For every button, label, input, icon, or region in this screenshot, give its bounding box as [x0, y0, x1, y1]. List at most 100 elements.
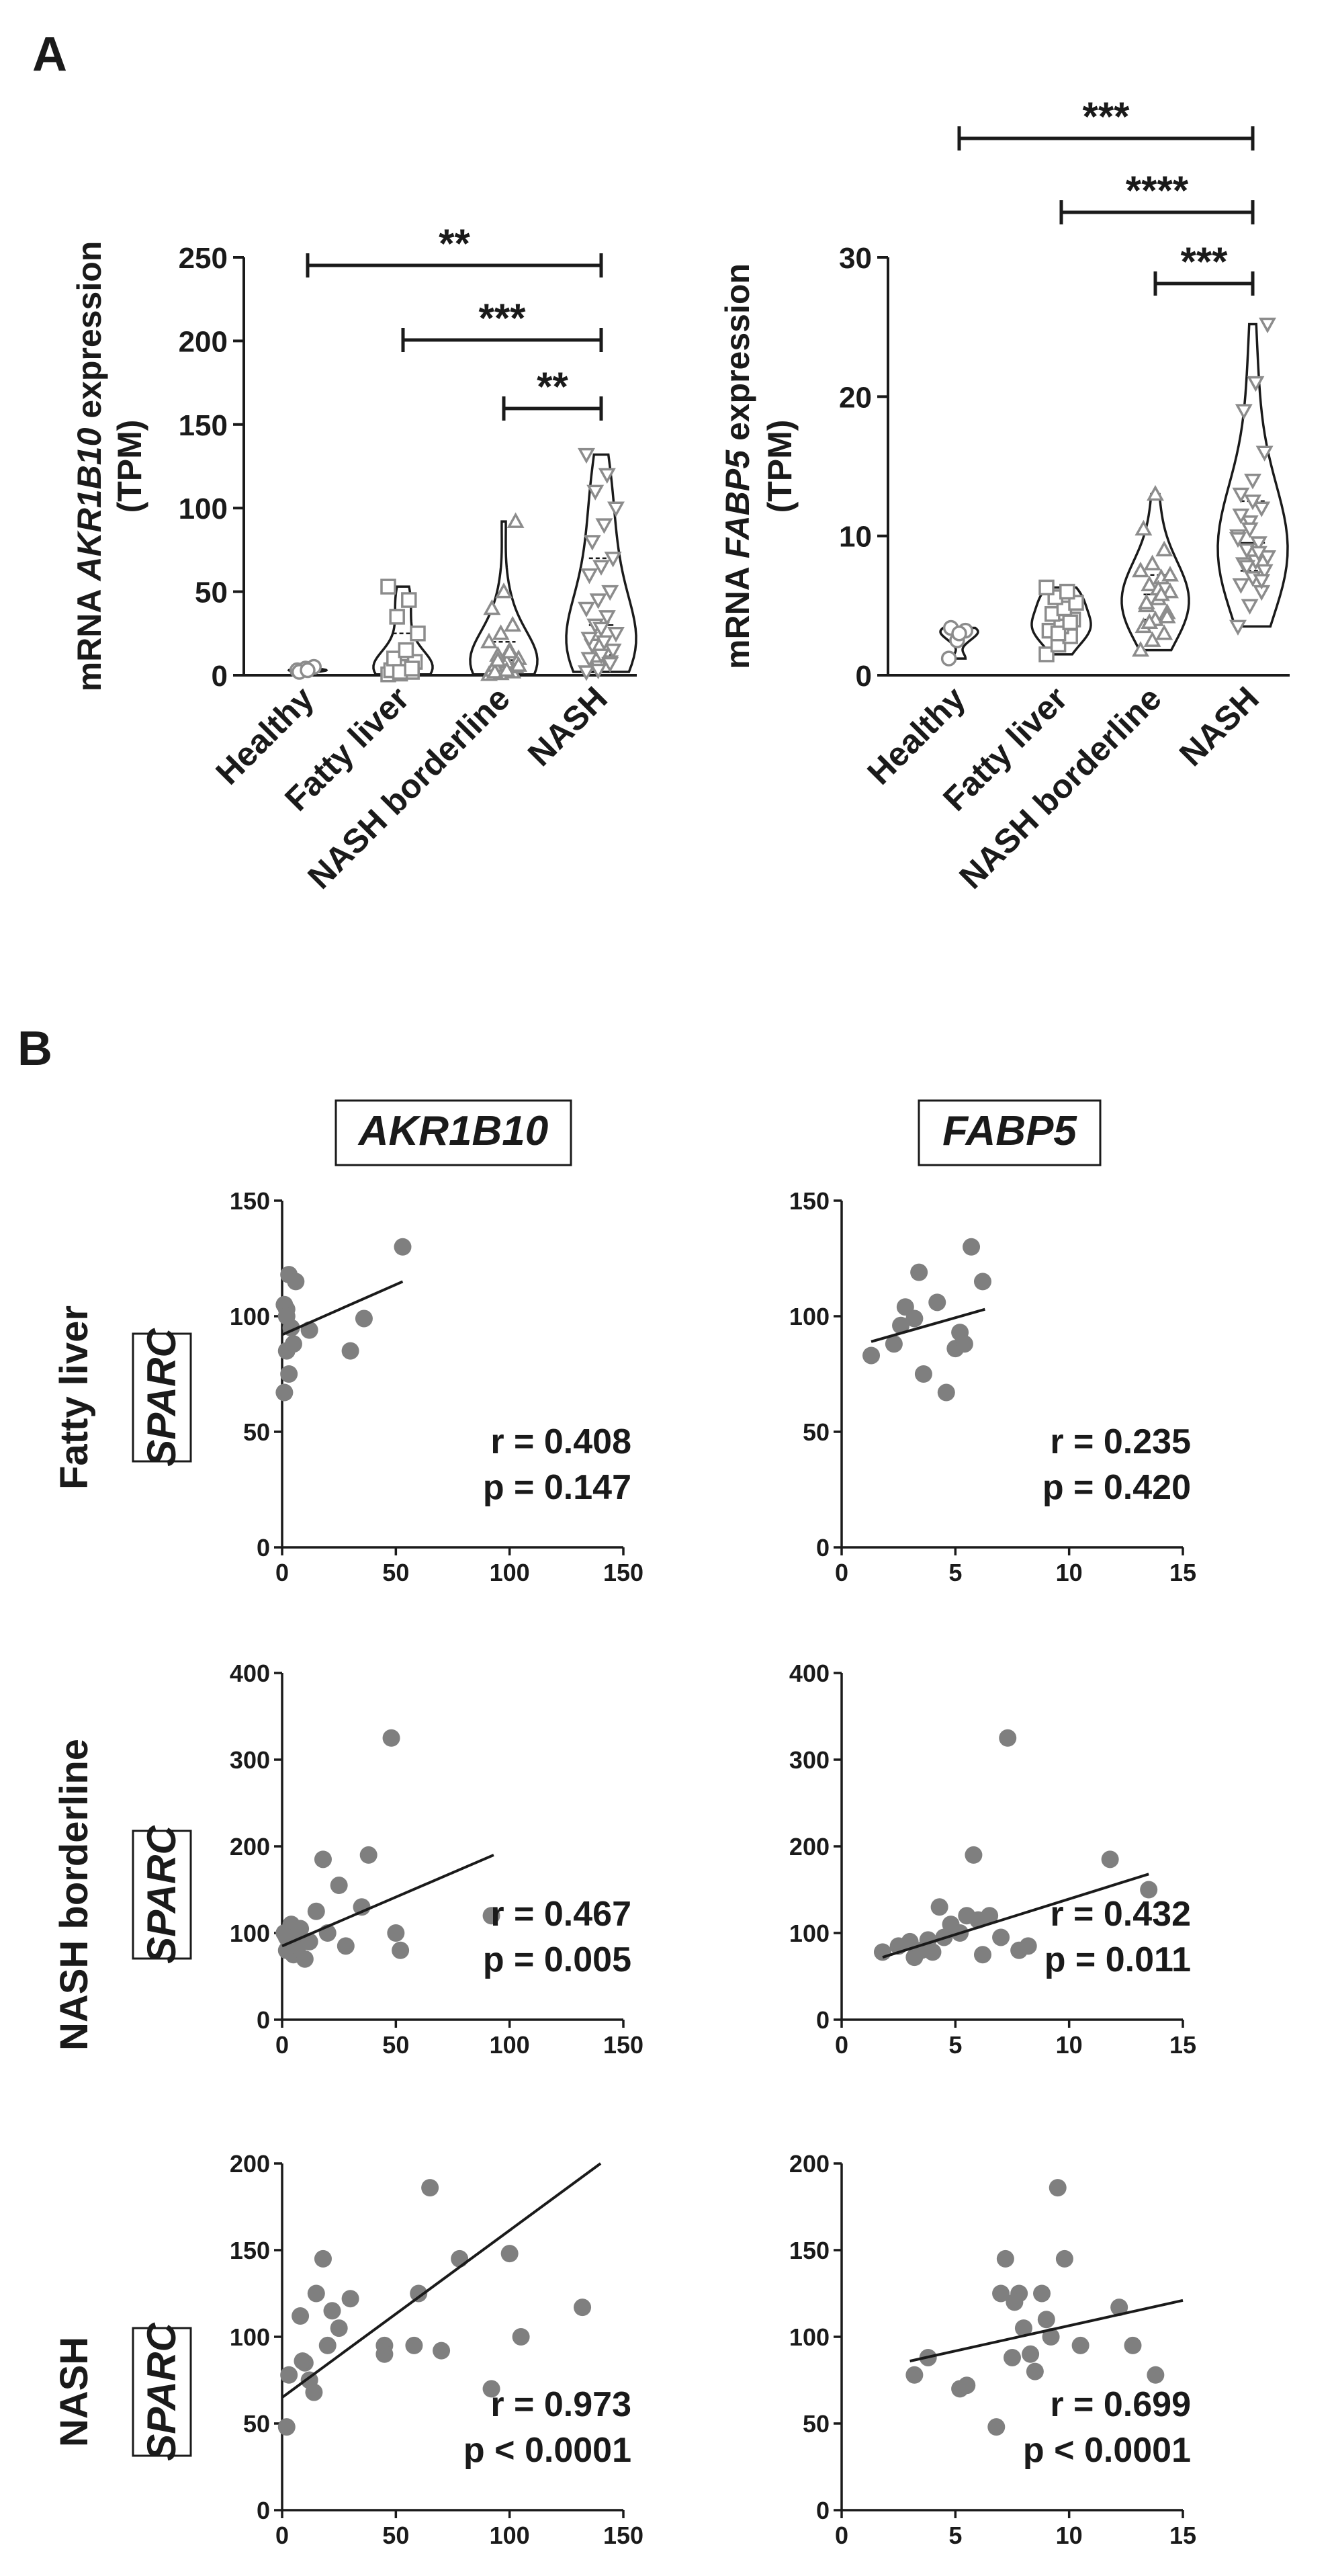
- y-tick-label: 400: [230, 1660, 270, 1687]
- category-label: NASH: [1172, 679, 1266, 773]
- data-point: [1146, 557, 1159, 569]
- data-point: [405, 662, 418, 675]
- data-point: [394, 1238, 411, 1256]
- y-axis-label-suffix: expression: [71, 241, 108, 428]
- akr1b10-violin-chart: 050100150200250mRNA AKR1B10 expression(T…: [71, 221, 637, 896]
- data-point: [275, 1384, 293, 1402]
- data-point: [451, 2250, 468, 2268]
- data-point: [1072, 2337, 1090, 2354]
- y-tick-label: 0: [257, 2006, 270, 2034]
- data-point: [1157, 627, 1171, 639]
- data-point: [952, 627, 966, 640]
- row-label: Fatty liver: [52, 1305, 96, 1490]
- x-tick-label: 0: [275, 2031, 289, 2059]
- data-point: [924, 1943, 941, 1961]
- y-tick-label: 50: [803, 1418, 830, 1446]
- data-point: [485, 601, 498, 613]
- data-point: [360, 1846, 377, 1864]
- data-point: [1063, 615, 1077, 629]
- y-tick-label: 250: [179, 242, 228, 275]
- y-axis-label-prefix: mRNA: [71, 581, 108, 691]
- row-gene-label: SPARC: [139, 1825, 184, 1964]
- data-point: [337, 1937, 355, 1955]
- data-point: [1163, 568, 1177, 581]
- p-value-label: p < 0.0001: [463, 2431, 631, 2470]
- data-point: [938, 1384, 955, 1402]
- y-tick-label: 200: [789, 1833, 830, 1860]
- data-point: [586, 536, 599, 548]
- data-point: [330, 1877, 348, 1894]
- data-point: [1033, 2285, 1051, 2303]
- data-point: [301, 664, 314, 677]
- data-point: [494, 627, 508, 639]
- x-tick-label: 0: [275, 1559, 289, 1586]
- data-point: [506, 618, 519, 630]
- data-point: [1237, 405, 1251, 417]
- data-point: [1026, 2363, 1044, 2380]
- row-gene-label: SPARC: [139, 1328, 184, 1467]
- y-tick-label: 300: [230, 1746, 270, 1774]
- data-point: [582, 570, 596, 582]
- figure-canvas: 050100150200250mRNA AKR1B10 expression(T…: [0, 0, 1334, 2576]
- data-point: [375, 2346, 393, 2363]
- y-tick-label: 100: [789, 1303, 830, 1330]
- data-point: [1261, 319, 1274, 331]
- x-tick-label: 5: [948, 2031, 962, 2059]
- data-point: [588, 486, 602, 498]
- data-point: [1255, 503, 1268, 515]
- y-axis-label: mRNA AKR1B10 expression: [71, 241, 108, 692]
- data-point: [308, 2285, 325, 2303]
- scatter-nash-akr1b10: 0 50 100 150 200 0 50 100 150 r = 0.973 p < 0.0001: [230, 2150, 643, 2549]
- data-point: [296, 1950, 314, 1968]
- x-tick-label: 5: [948, 2522, 962, 2549]
- row-label: NASH borderline: [52, 1739, 96, 2051]
- data-point: [305, 2384, 322, 2401]
- r-value-label: r = 0.467: [490, 1895, 631, 1934]
- fabp5-violin-chart: 0102030mRNA FABP5 expression(TPM)Healthy…: [719, 94, 1290, 896]
- data-point: [956, 1335, 973, 1353]
- data-point: [355, 1310, 373, 1327]
- scatter-fatty-liver-fabp5: 0 50 100 150 0 5 10 15 r = 0.235 p = 0.420: [789, 1187, 1196, 1586]
- data-point: [592, 595, 605, 607]
- y-tick-label: 300: [789, 1746, 830, 1774]
- p-value-label: p = 0.420: [1042, 1468, 1191, 1507]
- significance-label: **: [537, 364, 568, 409]
- data-point: [324, 2302, 341, 2319]
- r-value-label: r = 0.699: [1050, 2385, 1191, 2424]
- x-tick-label: 0: [835, 1559, 848, 1586]
- y-tick-label: 0: [816, 1534, 830, 1561]
- data-point: [574, 2299, 591, 2316]
- data-point: [1243, 600, 1257, 612]
- x-tick-label: 50: [382, 2522, 409, 2549]
- data-point: [513, 2328, 530, 2346]
- data-point: [987, 2418, 1005, 2436]
- data-point: [1231, 621, 1245, 633]
- data-point: [910, 1264, 928, 1281]
- data-point: [1020, 1937, 1037, 1955]
- p-value-label: p = 0.147: [483, 1468, 631, 1507]
- data-point: [974, 1273, 991, 1290]
- data-point: [992, 1928, 1010, 1946]
- data-point: [874, 1943, 891, 1961]
- x-tick-label: 0: [835, 2522, 848, 2549]
- significance-label: ***: [478, 296, 526, 341]
- data-point: [1234, 579, 1247, 591]
- p-value-label: p = 0.011: [1044, 1940, 1191, 1979]
- p-value-label: p = 0.005: [483, 1940, 631, 1979]
- y-tick-label: 150: [230, 1187, 270, 1215]
- y-tick-label: 50: [243, 1418, 270, 1446]
- y-tick-label: 200: [789, 2150, 830, 2178]
- y-axis-label: mRNA FABP5 expression: [719, 263, 756, 669]
- gene-header-label: AKR1B10: [357, 1108, 549, 1154]
- scatter-nash-borderline-akr1b10: 01002003004000 50 100 150r = 0.467p = 0.005: [230, 1660, 643, 2059]
- x-tick-label: 10: [1056, 1559, 1083, 1586]
- data-point: [342, 2290, 359, 2307]
- y-tick-label: 150: [230, 2237, 270, 2264]
- data-point: [399, 644, 412, 657]
- x-tick-label: 150: [603, 1559, 643, 1586]
- data-point: [1022, 2346, 1039, 2363]
- data-point: [1147, 2366, 1164, 2384]
- data-point: [580, 449, 593, 462]
- r-value-label: r = 0.235: [1050, 1422, 1191, 1461]
- x-tick-label: 50: [382, 2031, 409, 2059]
